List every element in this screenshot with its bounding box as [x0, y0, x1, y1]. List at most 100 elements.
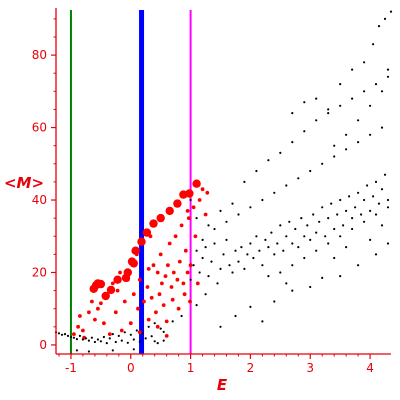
- series-1-point: [129, 259, 138, 268]
- series-2-point: [195, 281, 200, 286]
- series-3-point: [75, 338, 78, 341]
- series-3-point: [383, 173, 387, 176]
- series-2-point: [128, 321, 133, 326]
- series-3-point: [240, 246, 243, 249]
- series-3-point: [363, 220, 366, 223]
- series-3-point: [162, 339, 165, 342]
- series-3-point: [377, 25, 381, 28]
- series-2-point: [81, 328, 85, 333]
- series-3-point: [258, 249, 261, 252]
- y-axis-label: <M>: [4, 174, 44, 192]
- series-2-point: [96, 306, 100, 311]
- series-3-point: [333, 227, 336, 231]
- series-3-point: [207, 224, 210, 227]
- series-3-point: [195, 217, 198, 220]
- series-2-point: [134, 252, 139, 257]
- series-3-point: [264, 238, 267, 241]
- x-axis-label: E: [217, 376, 228, 394]
- series-3-point: [297, 246, 300, 249]
- series-1-point: [156, 213, 165, 223]
- series-3-point: [72, 336, 75, 339]
- series-3-point: [213, 242, 216, 245]
- series-2-point: [149, 295, 154, 300]
- series-3-point: [318, 220, 321, 223]
- series-3-point: [210, 260, 213, 263]
- series-3-point: [222, 253, 225, 256]
- series-3-point: [207, 275, 210, 278]
- series-2-point: [102, 321, 106, 326]
- series-3-point: [192, 264, 195, 267]
- series-3-point: [333, 144, 336, 147]
- series-3-point: [380, 188, 384, 191]
- series-3-point: [87, 350, 90, 353]
- series-3-point: [363, 61, 366, 64]
- series-3-point: [63, 333, 67, 336]
- series-3-point: [129, 333, 132, 336]
- series-2-point: [163, 274, 168, 278]
- series-3-point: [225, 238, 228, 241]
- series-3-point: [291, 264, 294, 267]
- series-1-point: [185, 189, 194, 198]
- series-2-point: [122, 299, 127, 304]
- series-2-point: [155, 324, 160, 329]
- series-3-point: [291, 289, 294, 292]
- series-3-point: [321, 206, 324, 209]
- series-2-point: [170, 297, 175, 302]
- series-3-point: [219, 267, 222, 270]
- series-2-point: [161, 303, 166, 307]
- series-3-point: [374, 253, 378, 256]
- series-3-point: [374, 83, 378, 86]
- series-3-point: [327, 108, 330, 111]
- series-3-point: [261, 264, 264, 267]
- series-3-point: [315, 97, 318, 100]
- series-3-point: [279, 224, 282, 227]
- series-3-point: [84, 337, 87, 340]
- x-tick-label: 3: [306, 361, 314, 375]
- series-2-point: [200, 187, 205, 192]
- series-3-point: [351, 217, 354, 220]
- y-tick-label: 80: [32, 48, 47, 62]
- series-3-point: [144, 337, 147, 340]
- series-2-point: [78, 314, 82, 318]
- series-3-point: [267, 159, 270, 162]
- series-3-point: [372, 43, 375, 46]
- series-3-point: [339, 83, 342, 86]
- series-3-point: [386, 242, 390, 245]
- series-3-point: [285, 282, 288, 285]
- series-3-point: [219, 325, 222, 328]
- series-3-point: [228, 264, 231, 267]
- series-3-point: [243, 267, 246, 270]
- reference-lines: [69, 10, 192, 354]
- series-3-point: [273, 253, 276, 256]
- series-2-point: [182, 292, 187, 297]
- series-2-point: [110, 281, 115, 286]
- series-2-point: [119, 328, 124, 333]
- series-3-point: [195, 249, 198, 252]
- series-3-point: [321, 162, 324, 165]
- x-tick-label: 0: [127, 361, 135, 375]
- series-3-point: [147, 325, 150, 328]
- series-3-point: [312, 213, 315, 216]
- series-3-point: [237, 213, 240, 216]
- series-2-point: [188, 299, 192, 304]
- series-1-point: [106, 285, 116, 295]
- series-3-point: [389, 10, 393, 13]
- series-2-point: [176, 306, 181, 311]
- series-3-point: [201, 238, 204, 241]
- series-3-point: [189, 278, 192, 281]
- series-3-point: [111, 349, 114, 352]
- series-3-point: [153, 322, 156, 325]
- series-2-point: [99, 301, 103, 306]
- series-3-point: [276, 242, 279, 245]
- series-2-point: [137, 277, 142, 282]
- series-3-point: [267, 275, 270, 278]
- series-3-point: [201, 256, 204, 260]
- series-2-point: [185, 270, 190, 275]
- series-2-point: [146, 267, 151, 271]
- series-3-point: [171, 320, 174, 323]
- series-1-point: [96, 279, 106, 289]
- series-2-point: [173, 234, 178, 239]
- series-2-point: [154, 310, 158, 315]
- series-3-point: [156, 342, 159, 345]
